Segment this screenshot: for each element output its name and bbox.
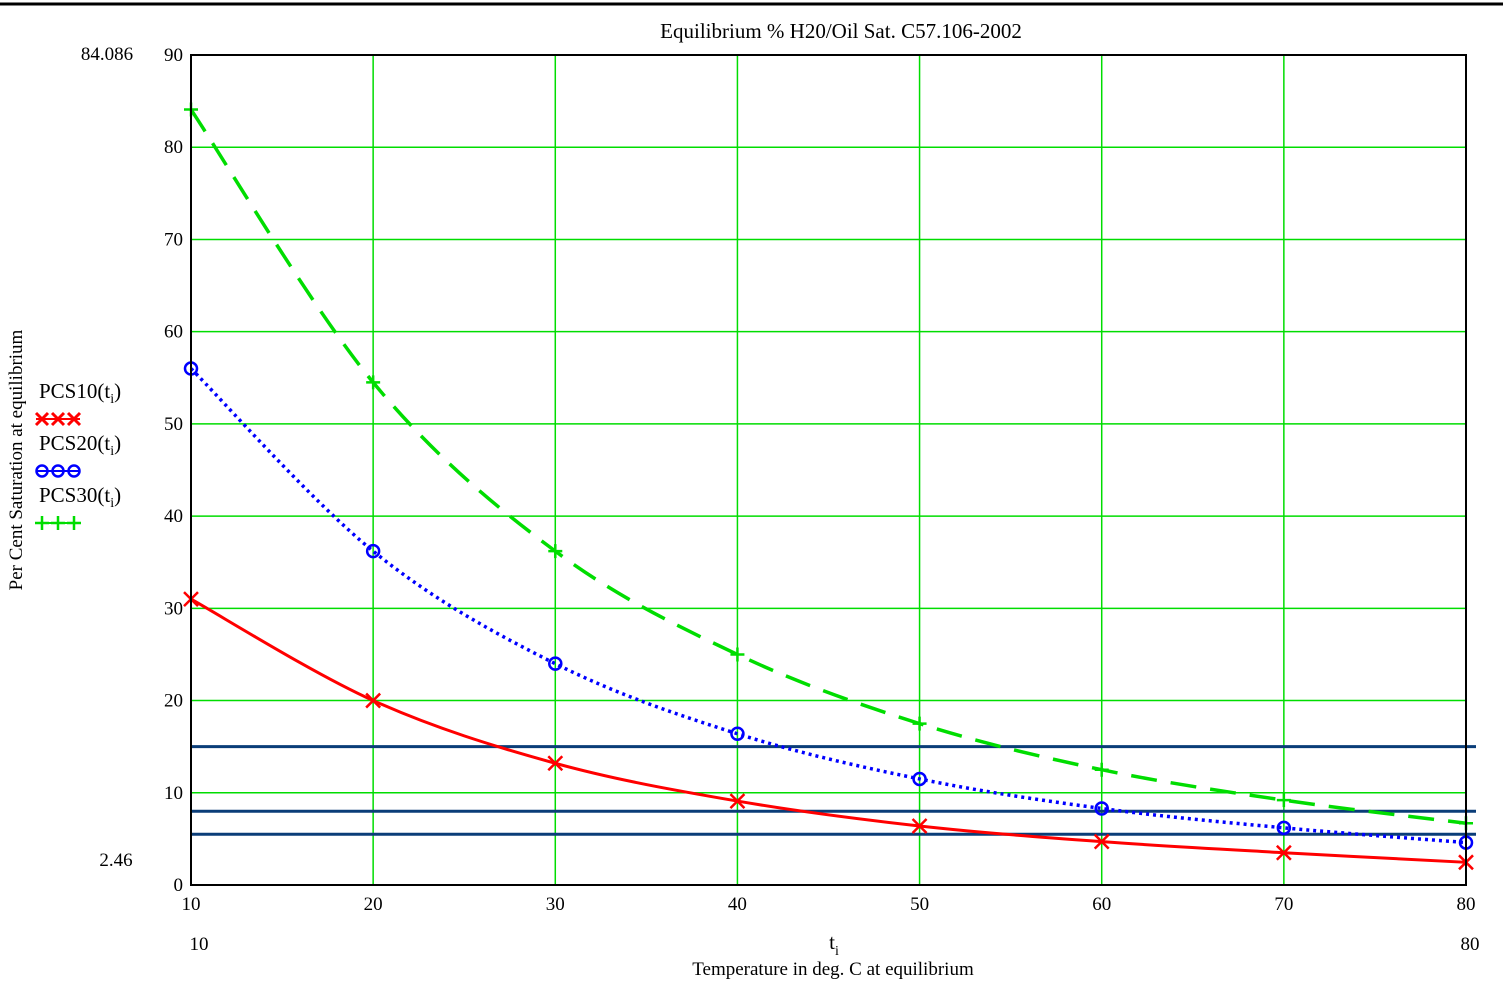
x-variable: t	[829, 930, 835, 954]
data-point-pcs10	[729, 793, 746, 809]
x-tick-label: 10	[182, 894, 201, 915]
x-tick-label: 30	[546, 894, 565, 915]
data-point-pcs20	[730, 726, 745, 742]
x-variable-subscript: i	[835, 944, 839, 959]
x-tick-label: 70	[1274, 894, 1293, 915]
plot-frame	[190, 54, 1467, 886]
data-point-pcs20	[912, 771, 927, 787]
x-tick-label: 40	[728, 894, 747, 915]
data-point-pcs20	[548, 656, 563, 671]
data-point-pcs30	[730, 647, 745, 662]
x-range-min-label: 10	[190, 934, 209, 955]
legend-label-pcs20: PCS20(ti)	[39, 431, 121, 459]
series-line-pcs20	[189, 367, 1467, 845]
y-axis-label: Per Cent Saturation at equilibrium	[6, 329, 27, 590]
series-pcs30	[184, 102, 1473, 831]
data-point-pcs30	[366, 375, 381, 390]
y-tick-label: 90	[164, 45, 183, 66]
series-line-pcs10	[190, 597, 1467, 864]
y-tick-label: 20	[164, 691, 183, 712]
legend-symbol-pcs30	[35, 516, 81, 530]
x-tick-label: 50	[910, 894, 929, 915]
y-tick-label: 70	[164, 229, 183, 250]
x-tick-label: 60	[1092, 894, 1111, 915]
legend: PCS10(ti) PCS20(ti) PCS30(ti)	[34, 379, 121, 530]
y-tick-label: 40	[164, 506, 183, 527]
x-axis-label: Temperature in deg. C at equilibrium	[692, 959, 974, 980]
y-tick-label: 10	[164, 783, 183, 804]
data-point-pcs20	[1094, 801, 1109, 816]
data-point-pcs30	[1094, 762, 1109, 777]
grid-layer	[190, 54, 1467, 886]
data-point-pcs30	[1276, 793, 1291, 808]
series-layer	[183, 102, 1474, 871]
y-range-max-label: 84.086	[81, 44, 133, 65]
y-tick-label: 0	[174, 875, 184, 896]
y-range-min-label: 2.46	[99, 850, 132, 871]
x-variable-label: ti	[829, 930, 839, 959]
series-pcs20	[183, 361, 1474, 850]
data-point-pcs30	[548, 544, 563, 559]
reference-lines	[191, 745, 1476, 836]
data-point-pcs10	[1275, 844, 1292, 861]
legend-symbol-pcs20	[35, 464, 81, 478]
data-point-pcs20	[1276, 820, 1292, 836]
data-point-pcs10	[911, 818, 928, 834]
y-tick-label: 80	[164, 137, 183, 158]
y-tick-label: 60	[164, 322, 183, 343]
x-range-max-label: 80	[1461, 934, 1480, 955]
data-point-pcs10	[1093, 833, 1110, 850]
series-line-pcs30	[189, 108, 1467, 825]
y-tick-label: 50	[164, 414, 183, 435]
x-tick-label: 80	[1457, 894, 1476, 915]
x-tick-label: 20	[364, 894, 383, 915]
chart-title: Equilibrium % H20/Oil Sat. C57.106-2002	[660, 19, 1022, 43]
data-point-pcs30	[912, 716, 927, 731]
y-tick-label: 30	[164, 598, 183, 619]
legend-label-pcs30: PCS30(ti)	[39, 483, 121, 511]
data-point-pcs10	[547, 755, 564, 772]
data-point-pcs20	[365, 543, 381, 559]
legend-symbol-pcs10	[34, 411, 82, 427]
legend-label-pcs10: PCS10(ti)	[39, 379, 121, 407]
data-point-pcs10	[365, 692, 382, 709]
